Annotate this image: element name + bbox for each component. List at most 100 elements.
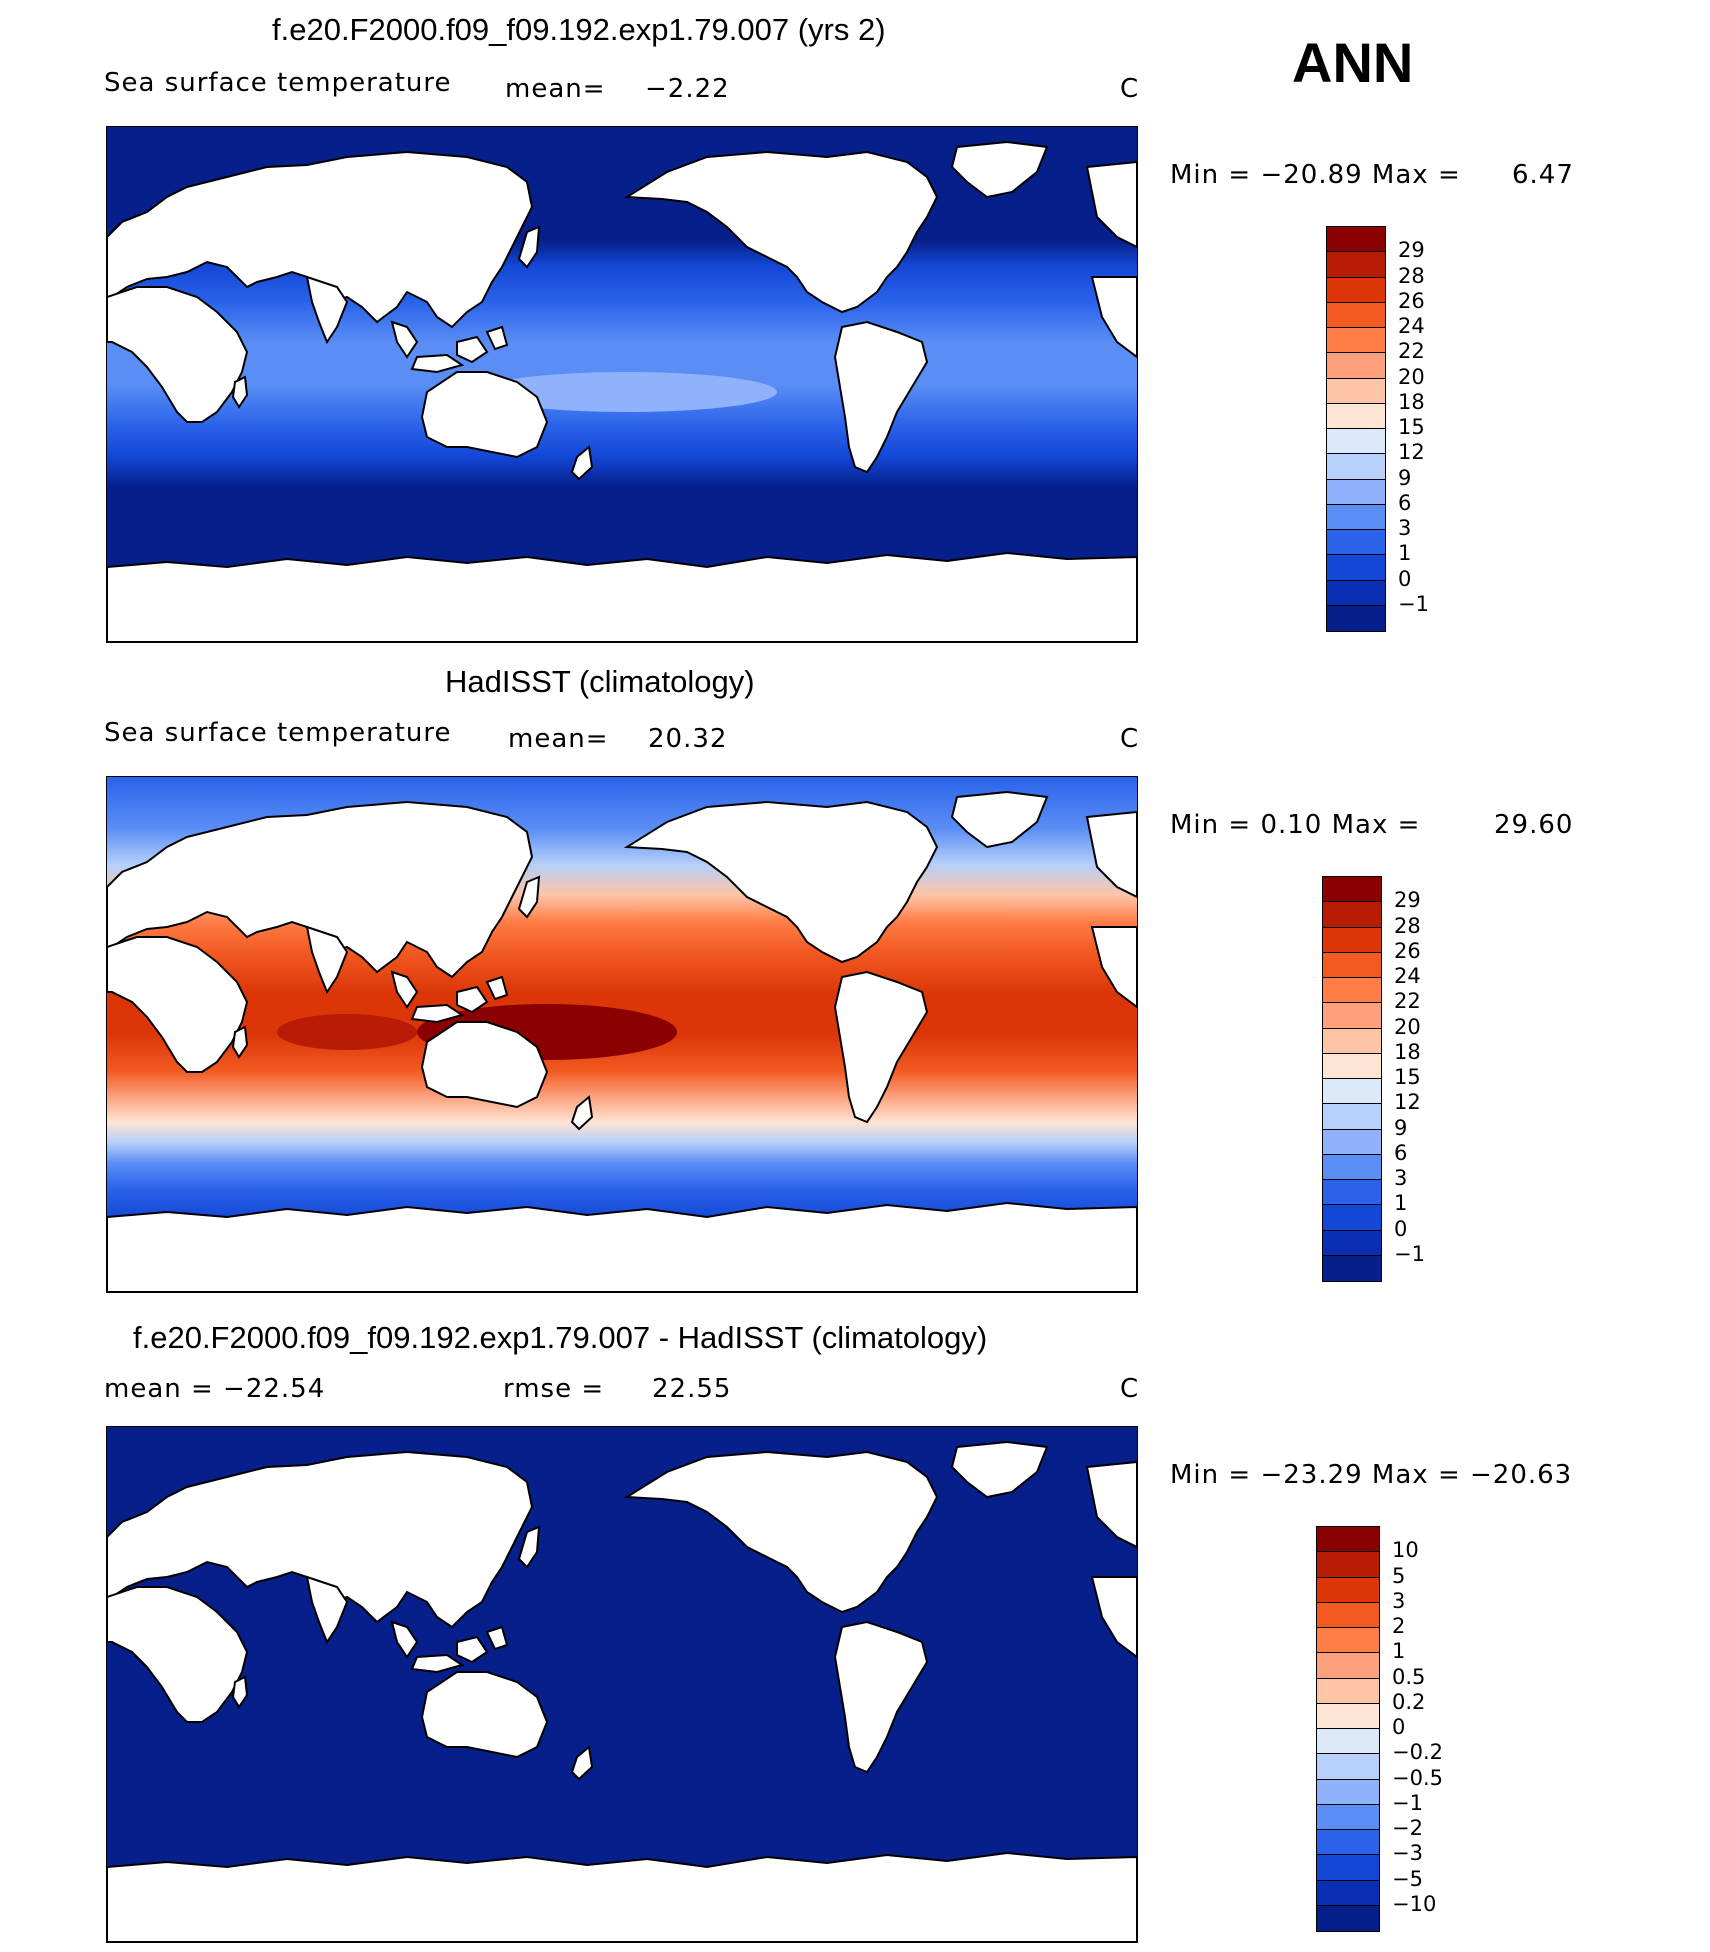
colorbar-tick-label: −1: [1398, 591, 1429, 616]
colorbar-swatch: [1327, 580, 1385, 606]
map-model: [106, 126, 1138, 643]
colorbar-tick-label: 3: [1392, 1588, 1406, 1613]
colorbar-swatch: [1327, 378, 1385, 404]
colorbar-tick-label: 22: [1394, 989, 1421, 1014]
colorbar-swatch: [1317, 1577, 1379, 1603]
colorbar-swatch: [1323, 1003, 1381, 1029]
colorbar-swatch: [1317, 1628, 1379, 1654]
warm-pool-indian: [277, 1014, 417, 1050]
colorbar-swatch: [1323, 1104, 1381, 1130]
colorbar-tick-label: 20: [1394, 1014, 1421, 1039]
colorbar-swatch: [1323, 1180, 1381, 1206]
panel-2-mean-label: mean=: [508, 724, 609, 754]
season-label: ANN: [1292, 31, 1414, 94]
colorbar-swatch: [1327, 504, 1385, 530]
colorbar-swatch: [1317, 1754, 1379, 1780]
colorbar-swatch: [1317, 1880, 1379, 1906]
colorbar-swatch: [1317, 1527, 1379, 1553]
panel-1-mean-value: −2.22: [645, 74, 730, 104]
colorbar-swatch: [1327, 555, 1385, 581]
colorbar-swatch: [1327, 479, 1385, 505]
colorbar-swatch: [1327, 353, 1385, 379]
colorbar-tick-label: −1: [1394, 1241, 1425, 1266]
map-obs: [106, 776, 1138, 1293]
panel-3-left-label: mean = −22.54: [104, 1374, 326, 1404]
panel-1-units: C: [1120, 74, 1140, 104]
panel-2-max-value: 29.60: [1494, 810, 1574, 840]
panel-1-left-label: Sea surface temperature: [104, 68, 452, 98]
colorbar-tick-label: 5: [1392, 1563, 1406, 1588]
colorbar-tick-label: 24: [1394, 964, 1421, 988]
colorbar-swatch: [1317, 1779, 1379, 1805]
colorbar-swatch: [1327, 277, 1385, 303]
map-diff: [106, 1426, 1138, 1943]
panel-2-title: HadISST (climatology): [445, 664, 755, 699]
colorbar-swatch: [1327, 403, 1385, 429]
colorbar-swatch: [1323, 952, 1381, 978]
panel-3-rmse-label: rmse =: [503, 1374, 605, 1404]
colorbar-tick-label: 18: [1394, 1039, 1421, 1064]
panel-3-units: C: [1120, 1374, 1140, 1404]
colorbar-swatch: [1327, 454, 1385, 480]
panel-2-units: C: [1120, 724, 1140, 754]
panel-2-left-label: Sea surface temperature: [104, 718, 452, 748]
colorbar-tick-label: 29: [1394, 888, 1421, 913]
colorbar-tick-label: 22: [1398, 339, 1425, 364]
colorbar-tick-label: 10: [1392, 1538, 1419, 1563]
colorbar-tick-label: 1: [1394, 1191, 1408, 1216]
colorbar-swatch: [1317, 1729, 1379, 1755]
colorbar-swatch: [1317, 1905, 1379, 1931]
colorbar-tick-label: −5: [1392, 1866, 1423, 1891]
colorbar-3: [1316, 1526, 1380, 1932]
colorbar-tick-label: 28: [1394, 913, 1421, 938]
colorbar-tick-label: −3: [1392, 1841, 1423, 1866]
colorbar-swatch: [1317, 1830, 1379, 1856]
colorbar-tick-label: 1: [1392, 1639, 1406, 1664]
colorbar-tick-label: 12: [1394, 1090, 1421, 1115]
colorbar-tick-label: 28: [1398, 263, 1425, 288]
colorbar-swatch: [1317, 1678, 1379, 1704]
colorbar-tick-label: 6: [1398, 490, 1412, 515]
colorbar-tick-label: 0.2: [1392, 1689, 1426, 1714]
colorbar-swatch: [1323, 1028, 1381, 1054]
colorbar-tick-label: 0: [1392, 1715, 1406, 1739]
colorbar-swatch: [1317, 1552, 1379, 1578]
colorbar-tick-label: 26: [1398, 288, 1425, 313]
colorbar-swatch: [1323, 1205, 1381, 1231]
colorbar-2: [1322, 876, 1382, 1282]
colorbar-tick-label: 20: [1398, 364, 1425, 389]
map-obs-svg: [107, 777, 1137, 1292]
panel-1-title: f.e20.F2000.f09_f09.192.exp1.79.007 (yrs…: [272, 12, 886, 47]
colorbar-tick-label: 9: [1398, 465, 1412, 490]
colorbar-tick-label: 18: [1398, 389, 1425, 414]
colorbar-swatch: [1317, 1602, 1379, 1628]
colorbar-tick-label: 15: [1394, 1065, 1421, 1089]
colorbar-swatch: [1327, 302, 1385, 328]
map-model-svg: [107, 127, 1137, 642]
colorbar-tick-label: 24: [1398, 314, 1425, 338]
colorbar-tick-label: 12: [1398, 440, 1425, 465]
colorbar-swatch: [1327, 252, 1385, 278]
panel-2-minmax: Min = 0.10 Max =: [1170, 810, 1421, 840]
colorbar-swatch: [1323, 1154, 1381, 1180]
colorbar-tick-label: 0: [1394, 1216, 1408, 1241]
colorbar-swatch: [1323, 978, 1381, 1004]
colorbar-tick-label: 29: [1398, 238, 1425, 263]
colorbar-tick-label: 1: [1398, 541, 1412, 566]
colorbar-swatch: [1327, 605, 1385, 631]
colorbar-swatch: [1323, 1230, 1381, 1256]
colorbar-tick-label: 26: [1394, 938, 1421, 963]
panel-3-minmax: Min = −23.29 Max = −20.63: [1170, 1460, 1573, 1490]
panel-1-minmax: Min = −20.89 Max =: [1170, 160, 1461, 190]
colorbar-swatch: [1317, 1804, 1379, 1830]
colorbar-tick-label: −0.2: [1392, 1740, 1443, 1765]
colorbar-swatch: [1317, 1703, 1379, 1729]
colorbar-swatch: [1323, 877, 1381, 903]
colorbar-swatch: [1323, 902, 1381, 928]
colorbar-tick-label: 3: [1394, 1166, 1408, 1190]
warm-pool: [477, 372, 777, 412]
colorbar-tick-label: 15: [1398, 415, 1425, 439]
colorbar-tick-label: −2: [1392, 1816, 1423, 1840]
colorbar-swatch: [1327, 530, 1385, 556]
panel-1-mean-label: mean=: [505, 74, 606, 104]
